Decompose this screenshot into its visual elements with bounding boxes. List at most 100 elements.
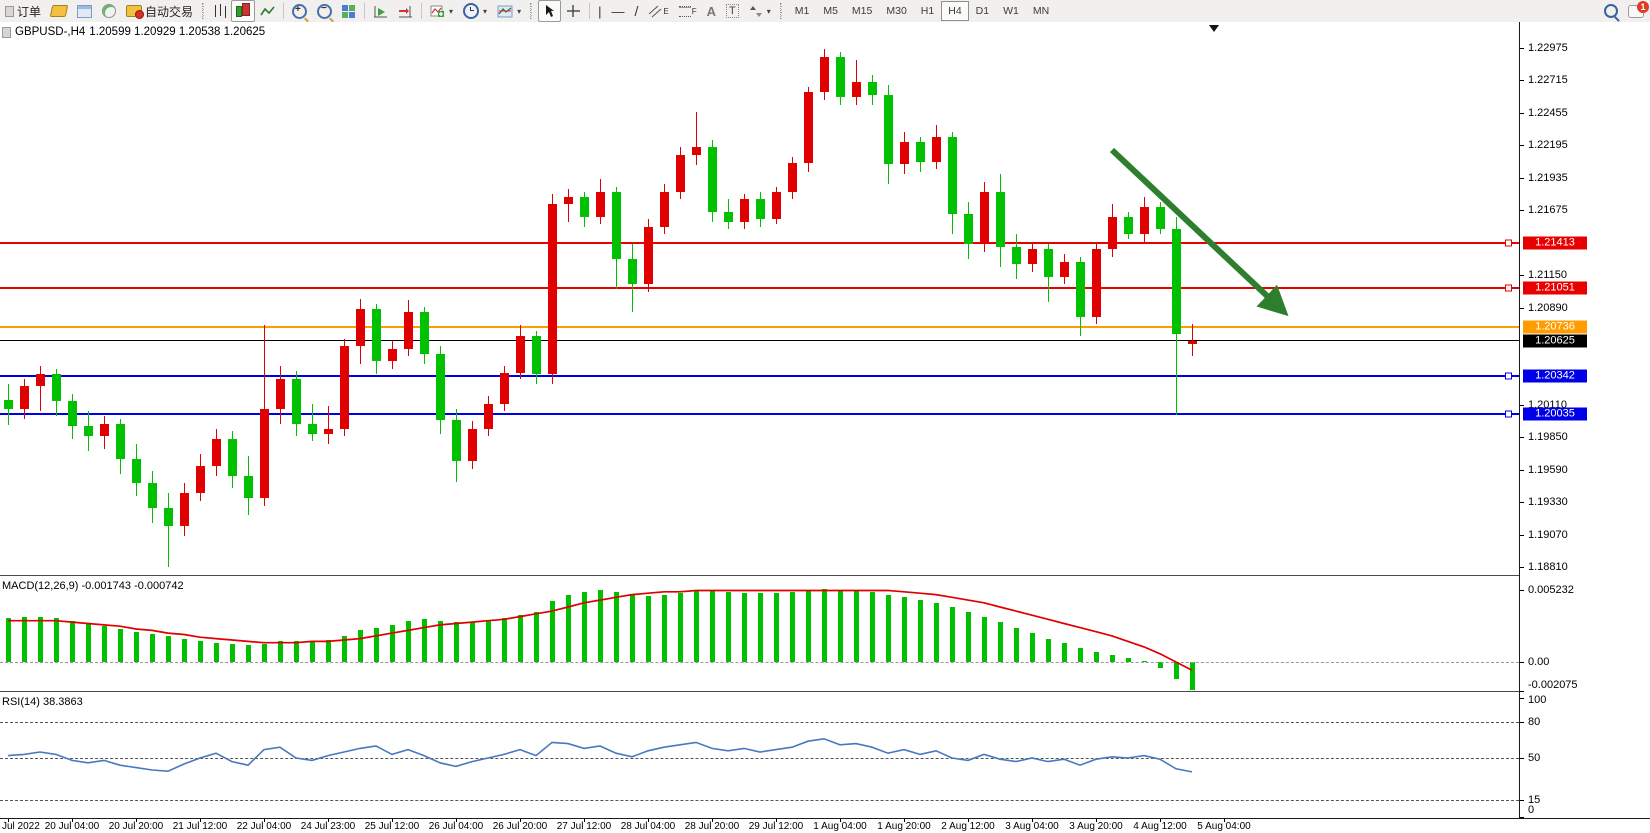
candle-body [500, 372, 509, 404]
price-chart-pane[interactable]: GBPUSD-,H4 1.20599 1.20929 1.20538 1.206… [0, 22, 1519, 575]
trend-arrow[interactable] [0, 22, 1519, 575]
tile-windows-button[interactable] [337, 0, 361, 22]
crosshair-button[interactable] [561, 0, 586, 22]
time-tick [968, 819, 969, 822]
templates-button[interactable]: ▾ [492, 0, 526, 22]
market-watch-button[interactable] [46, 0, 72, 22]
candle-body [868, 82, 877, 95]
candle-body [1044, 249, 1053, 277]
timeframe-m1[interactable]: M1 [794, 5, 810, 17]
timeframe-m30[interactable]: M30 [886, 5, 907, 17]
macd-pane[interactable]: MACD(12,26,9) -0.001743 -0.000742 [0, 578, 1519, 691]
horizontal-level-line[interactable] [0, 241, 1519, 244]
fibonacci-button[interactable]: F [674, 0, 702, 22]
candle-body [964, 214, 973, 245]
text-icon: A [706, 3, 716, 19]
line-endpoint-marker[interactable] [1505, 239, 1512, 247]
price-tick-label: 1.22715 [1528, 74, 1568, 87]
candlestick-chart-button[interactable] [231, 0, 256, 22]
new-order-button[interactable]: 订单 [0, 0, 46, 22]
line-endpoint-marker[interactable] [1505, 410, 1512, 418]
macd-histogram-bar [214, 642, 219, 662]
horizontal-level-line[interactable] [0, 325, 1519, 328]
candle-body [116, 423, 125, 459]
chat-icon[interactable]: 1 [1628, 0, 1649, 18]
time-tick [1160, 819, 1161, 822]
price-tag: 1.20736 [1523, 320, 1587, 334]
price-tag: 1.20342 [1523, 369, 1587, 383]
search-icon[interactable] [1604, 4, 1620, 22]
arrows-button[interactable]: ▾ [744, 0, 776, 22]
timeframe-m5[interactable]: M5 [823, 5, 838, 17]
terminal-button[interactable] [97, 0, 121, 22]
macd-histogram-bar [470, 622, 475, 662]
time-tick [520, 819, 521, 822]
timeframe-h1[interactable]: H1 [920, 5, 935, 17]
autotrading-button[interactable]: 自动交易 [121, 0, 198, 22]
indicators-button[interactable]: ▾ [425, 0, 458, 22]
timeframe-w1[interactable]: W1 [1003, 5, 1019, 17]
macd-histogram-bar [630, 594, 635, 662]
candle-body [628, 259, 637, 285]
horizontal-level-line[interactable] [0, 375, 1519, 378]
macd-histogram-bar [166, 635, 171, 662]
timeframe-mn[interactable]: MN [1032, 5, 1050, 17]
chart-shift-button[interactable] [393, 0, 418, 22]
fibo-letter: F [691, 6, 697, 16]
horizontal-level-line[interactable] [0, 286, 1519, 289]
clock-icon [463, 3, 480, 19]
vertical-line-button[interactable]: | [593, 0, 606, 22]
horizontal-level-line[interactable] [0, 413, 1519, 416]
current-price-line[interactable] [0, 340, 1519, 342]
price-tick-label: 1.22195 [1528, 139, 1568, 152]
timeframe-h4[interactable]: H4 [941, 1, 969, 21]
macd-histogram-bar [454, 622, 459, 662]
line-chart-button[interactable] [255, 0, 280, 22]
zoom-in-button[interactable]: + [287, 0, 312, 22]
macd-histogram-bar [822, 589, 827, 662]
line-endpoint-marker[interactable] [1505, 284, 1512, 292]
macd-histogram-bar [118, 628, 123, 662]
navigator-button[interactable] [72, 0, 97, 22]
equidistant-channel-button[interactable]: E [643, 0, 673, 22]
rsi-level-line [0, 799, 1519, 801]
text-button[interactable]: A [702, 0, 721, 22]
rsi-pane[interactable]: RSI(14) 38.3863 [0, 694, 1519, 818]
arrows-icon [749, 5, 762, 17]
text-label-button[interactable]: T [721, 0, 744, 22]
macd-histogram-bar [294, 641, 299, 662]
rsi-label: RSI(14) 38.3863 [2, 696, 83, 708]
candle-body [884, 94, 893, 165]
ohlc-values: 1.20599 1.20929 1.20538 1.20625 [89, 26, 266, 38]
candle-body [740, 199, 749, 222]
price-tick [1520, 145, 1524, 147]
candle-body [244, 476, 253, 499]
auto-scroll-button[interactable] [368, 0, 393, 22]
macd-histogram-bar [1030, 633, 1035, 662]
zoom-out-button[interactable]: − [312, 0, 337, 22]
horizontal-line-button[interactable]: — [606, 0, 629, 22]
macd-histogram-bar [678, 593, 683, 662]
timeframe-d1[interactable]: D1 [975, 5, 990, 17]
price-axis[interactable]: 1.22975 1.22715 1.22455 1.22195 1.21935 1.216… [1519, 22, 1650, 818]
time-tick [1224, 819, 1225, 822]
macd-histogram-bar [918, 600, 923, 662]
time-label: 29 Jul 12:00 [748, 821, 804, 832]
macd-histogram-bar [38, 616, 43, 662]
timeframe-m15[interactable]: M15 [851, 5, 873, 17]
macd-histogram-bar [838, 590, 843, 662]
zoom-out-icon: − [317, 3, 335, 22]
periods-button[interactable]: ▾ [458, 0, 492, 22]
macd-histogram-bar [966, 612, 971, 662]
bar-chart-button[interactable] [210, 0, 231, 22]
cursor-button[interactable] [538, 0, 562, 22]
macd-tick [1520, 590, 1524, 591]
chart-shift-marker[interactable] [1209, 25, 1219, 32]
line-endpoint-marker[interactable] [1505, 372, 1512, 380]
time-axis[interactable]: Jul 2022 20 Jul 04:00 20 Jul 20:00 21 Jul 1… [0, 818, 1650, 833]
price-tick [1520, 80, 1524, 82]
macd-histogram-bar [998, 622, 1003, 662]
candle-body [804, 92, 813, 164]
trendline-button[interactable]: / [629, 0, 643, 22]
